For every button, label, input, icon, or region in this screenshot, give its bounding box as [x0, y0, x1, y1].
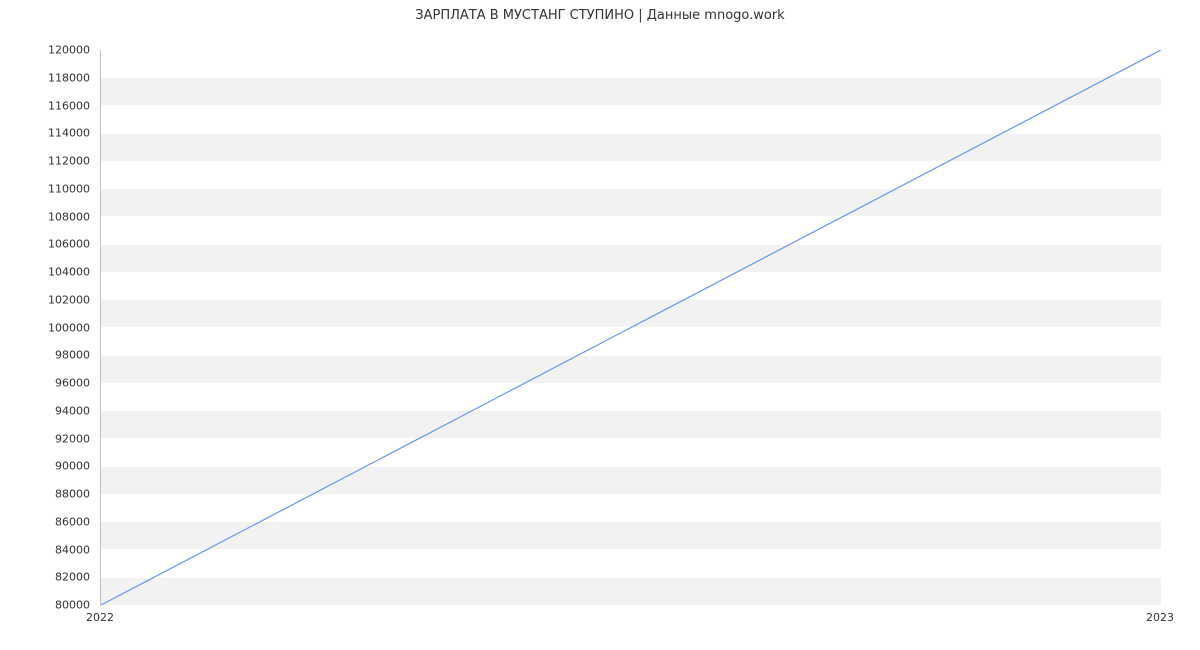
y-tick-label: 118000 [0, 71, 90, 84]
y-tick-label: 102000 [0, 293, 90, 306]
x-tick-label: 2023 [1146, 611, 1174, 624]
y-tick-label: 96000 [0, 377, 90, 390]
y-tick-label: 100000 [0, 321, 90, 334]
y-tick-label: 98000 [0, 349, 90, 362]
series-line [101, 50, 1161, 605]
y-tick-label: 84000 [0, 543, 90, 556]
y-tick-label: 106000 [0, 238, 90, 251]
plot-wrap: 80000 82000 84000 86000 88000 90000 92000 94000… [0, 30, 1200, 630]
y-tick-label: 94000 [0, 404, 90, 417]
y-tick-label: 116000 [0, 99, 90, 112]
x-tick-label: 2022 [86, 611, 114, 624]
y-tick-label: 112000 [0, 155, 90, 168]
y-tick-label: 92000 [0, 432, 90, 445]
plot-area [100, 50, 1161, 606]
y-tick-label: 88000 [0, 488, 90, 501]
y-tick-label: 90000 [0, 460, 90, 473]
y-tick-label: 104000 [0, 266, 90, 279]
line-layer [101, 50, 1161, 605]
y-tick-label: 120000 [0, 44, 90, 57]
y-tick-label: 114000 [0, 127, 90, 140]
y-tick-label: 108000 [0, 210, 90, 223]
y-tick-label: 82000 [0, 571, 90, 584]
chart-title: ЗАРПЛАТА В МУСТАНГ СТУПИНО | Данные mnog… [0, 0, 1200, 30]
y-tick-label: 110000 [0, 182, 90, 195]
y-tick-label: 80000 [0, 599, 90, 612]
y-tick-label: 86000 [0, 515, 90, 528]
